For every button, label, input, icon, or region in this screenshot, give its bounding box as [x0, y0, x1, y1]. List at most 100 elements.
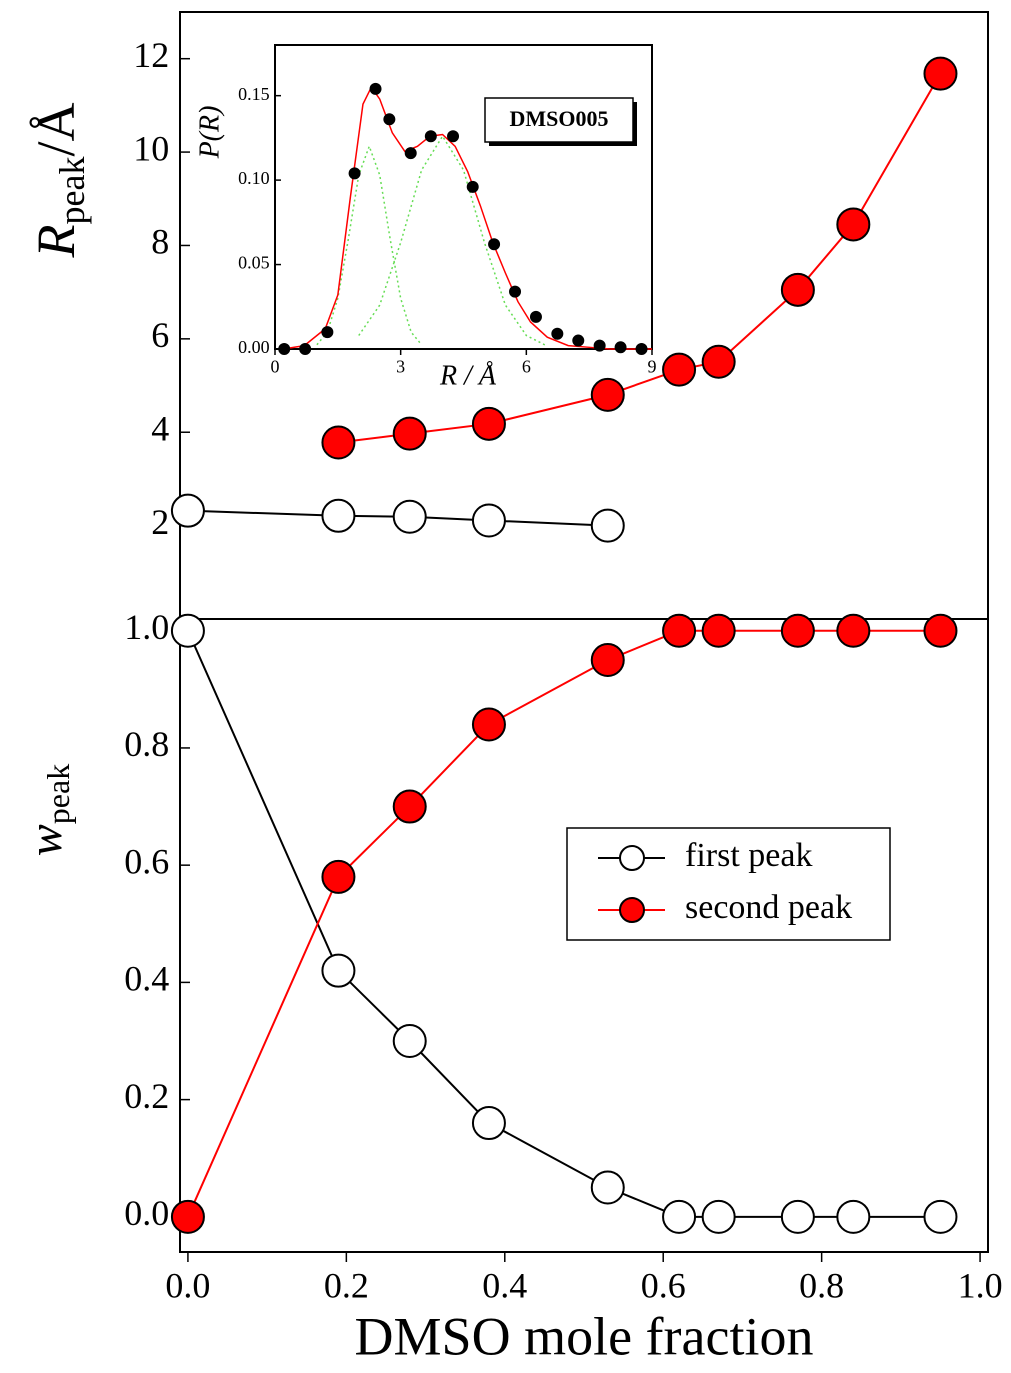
y-label-symbol: R: [26, 224, 86, 258]
x-tick-label: 0.6: [641, 1265, 686, 1305]
plot-frame: [274, 44, 653, 350]
data-point: [701, 1199, 736, 1234]
y-tick-label: 8: [151, 222, 169, 262]
data-point: [321, 953, 356, 988]
y-tick-label: 0.2: [124, 1076, 169, 1116]
data-point: [299, 343, 312, 355]
x-tick-label: 0: [271, 357, 280, 377]
data-point: [509, 285, 522, 298]
series-line: [316, 144, 423, 346]
data-point: [471, 406, 506, 441]
data-point: [170, 1199, 205, 1234]
y-tick-label: 12: [133, 35, 169, 75]
annotation-box: [484, 97, 634, 143]
data-point: [488, 238, 501, 251]
x-tick-label: 9: [648, 357, 657, 377]
data-point: [369, 82, 382, 95]
legend-box: [566, 827, 891, 941]
data-point: [780, 613, 815, 648]
data-point: [424, 130, 437, 143]
data-point: [635, 343, 648, 355]
data-point: [590, 508, 625, 543]
data-point: [348, 167, 361, 180]
plot-frame: [179, 618, 989, 1253]
series-line: [283, 85, 652, 350]
data-point: [614, 341, 627, 354]
data-point: [701, 344, 736, 379]
data-point: [392, 1024, 427, 1058]
legend-marker: [619, 845, 645, 871]
data-point: [404, 147, 417, 160]
inset-y-label: P(R): [194, 106, 225, 160]
x-tick-label: 0.8: [799, 1265, 844, 1305]
data-point: [590, 377, 625, 412]
y-axis-label: wpeak: [19, 764, 76, 856]
data-point: [471, 707, 506, 742]
series-line: [187, 629, 941, 1218]
data-point: [321, 326, 334, 339]
y-tick-label: 2: [151, 502, 169, 542]
data-point: [590, 643, 625, 678]
data-point: [701, 613, 736, 648]
y-tick-label: 0.05: [238, 253, 270, 273]
legend-label: second peak: [685, 889, 852, 926]
data-point: [662, 1199, 697, 1234]
y-tick-label: 0.4: [124, 959, 169, 999]
y-tick-label: 0.15: [238, 84, 270, 104]
data-point: [321, 425, 356, 460]
data-point: [923, 1199, 958, 1234]
data-point: [392, 499, 427, 534]
x-axis-label: DMSO mole fraction: [355, 1306, 814, 1366]
data-point: [170, 493, 205, 528]
y-tick-label: 4: [151, 408, 169, 448]
y-tick-label: 10: [133, 128, 169, 168]
data-point: [321, 498, 356, 533]
data-point: [278, 343, 291, 355]
legend-marker: [619, 897, 645, 923]
x-tick-label: 3: [396, 357, 405, 377]
data-point: [593, 339, 606, 352]
data-point: [923, 613, 958, 648]
data-point: [836, 207, 871, 242]
data-point: [551, 327, 564, 340]
y-tick-label: 0.6: [124, 841, 169, 881]
x-tick-label: 0.4: [482, 1265, 527, 1305]
data-point: [529, 310, 542, 323]
data-point: [321, 859, 356, 894]
y-axis-label: Rpeak/Å: [26, 103, 92, 259]
x-tick-label: 0.0: [165, 1265, 210, 1305]
data-point: [471, 1106, 506, 1141]
legend: first peak second peak: [566, 827, 891, 941]
y-tick-label: 0.0: [124, 1193, 169, 1233]
data-point: [466, 180, 479, 193]
y-label-unit: /Å: [26, 103, 86, 157]
x-tick-label: 6: [522, 357, 531, 377]
legend-label: first peak: [685, 837, 812, 874]
data-point: [392, 789, 427, 824]
y-tick-label: 0.00: [238, 337, 270, 357]
y-label-subscript: peak: [52, 157, 92, 225]
data-point: [572, 334, 585, 347]
y-label-subscript: peak: [40, 764, 76, 824]
data-point: [590, 1170, 625, 1205]
x-tick-label: 0.2: [324, 1265, 369, 1305]
data-point: [471, 503, 506, 538]
data-point: [662, 352, 697, 387]
data-point: [923, 56, 958, 91]
data-point: [836, 613, 871, 648]
y-tick-label: 0.8: [124, 724, 169, 764]
series-line: [187, 630, 941, 1218]
y-tick-label: 0.10: [238, 168, 270, 188]
y-tick-label: 1.0: [124, 607, 169, 647]
data-point: [170, 613, 205, 648]
inset-x-label: R / Å: [439, 360, 497, 391]
data-point: [780, 272, 815, 307]
data-point: [662, 613, 697, 648]
x-tick-label: 1.0: [958, 1265, 1003, 1305]
data-point: [836, 1199, 871, 1234]
data-point: [780, 1199, 815, 1234]
annotation: DMSO005: [510, 106, 609, 131]
inset-background: [275, 45, 652, 349]
y-tick-label: 6: [151, 315, 169, 355]
